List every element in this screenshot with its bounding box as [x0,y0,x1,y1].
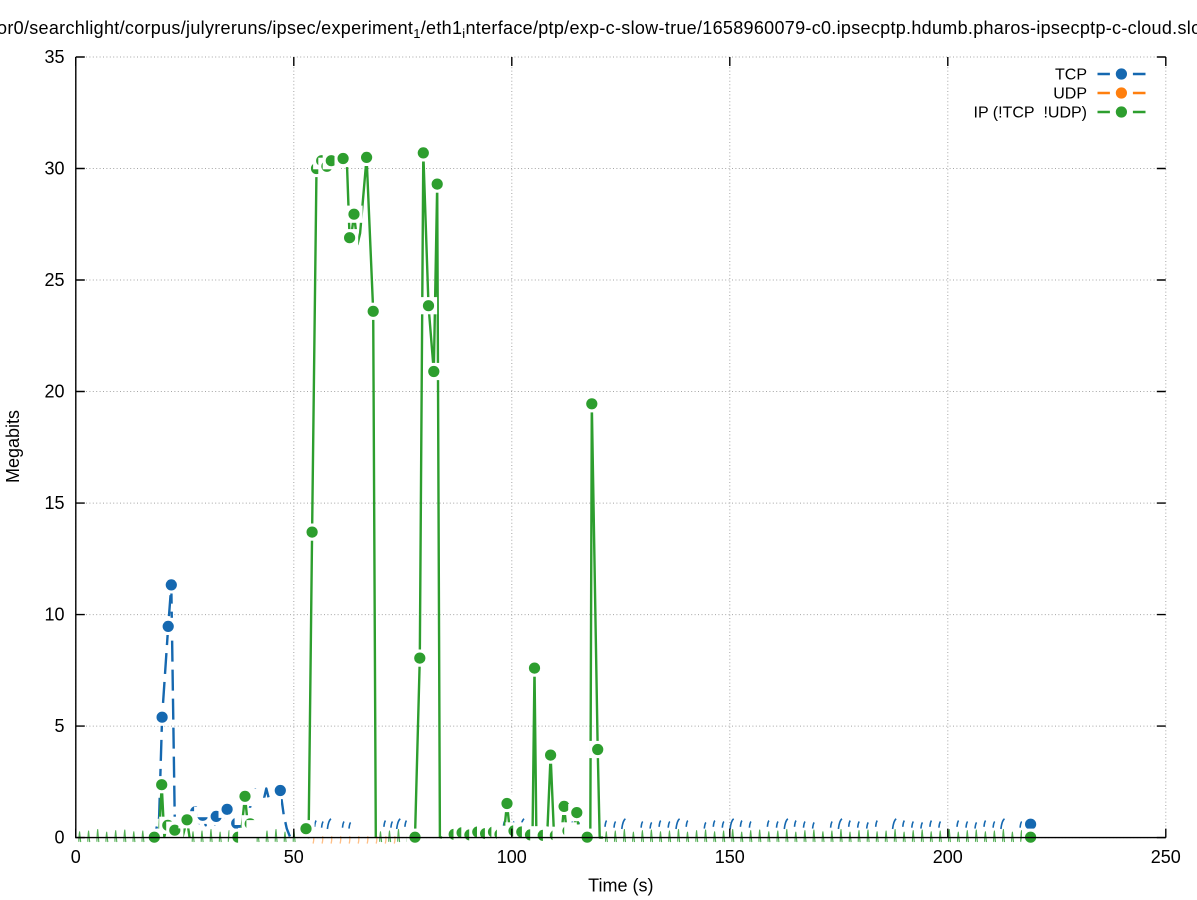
svg-text:oooor0/searchlight/corpus/july: oooor0/searchlight/corpus/julyreruns/ips… [0,18,1197,41]
svg-text:Time (s): Time (s) [588,876,653,896]
svg-text:15: 15 [44,493,64,513]
svg-text:Megabits: Megabits [3,410,23,483]
svg-text:30: 30 [44,159,64,179]
svg-text:25: 25 [44,270,64,290]
svg-text:5: 5 [54,716,64,736]
svg-text:IP (!TCP !UDP): IP (!TCP !UDP) [974,105,1088,122]
svg-text:UDP: UDP [1053,86,1087,103]
svg-text:50: 50 [284,847,304,867]
svg-text:100: 100 [497,847,527,867]
svg-text:0: 0 [54,828,64,848]
svg-text:20: 20 [44,382,64,402]
svg-text:10: 10 [44,605,64,625]
svg-text:250: 250 [1151,847,1181,867]
svg-text:0: 0 [71,847,81,867]
svg-text:150: 150 [715,847,745,867]
svg-text:200: 200 [933,847,963,867]
svg-text:35: 35 [44,47,64,67]
svg-text:TCP: TCP [1055,67,1087,84]
